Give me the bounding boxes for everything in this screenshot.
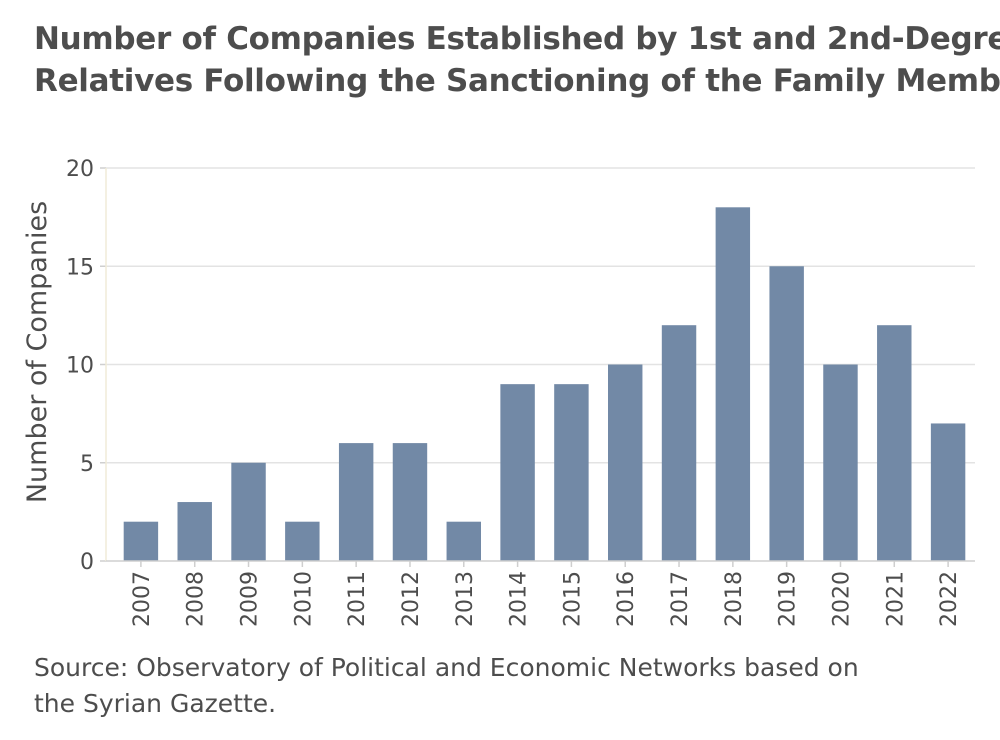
y-tick-label: 0 — [80, 550, 94, 575]
bar-2020 — [823, 364, 858, 561]
y-axis-title: Number of Companies — [22, 201, 53, 503]
x-tick-label: 2010 — [291, 571, 316, 627]
chart-title-line-2: Relatives Following the Sanctioning of t… — [34, 63, 1000, 99]
bar-2010 — [285, 521, 320, 561]
x-tick-label: 2011 — [345, 571, 370, 627]
bar-2009 — [231, 462, 266, 561]
y-tick-label: 10 — [66, 354, 94, 379]
x-tick-label: 2007 — [130, 571, 155, 627]
y-tick-label: 20 — [66, 157, 94, 182]
bar-2014 — [500, 384, 535, 561]
x-tick-label: 2022 — [937, 571, 962, 627]
x-tick-label: 2017 — [668, 571, 693, 627]
bar-2019 — [769, 266, 804, 561]
x-tick-label: 2015 — [560, 571, 585, 627]
chart-title-line-1: Number of Companies Established by 1st a… — [34, 21, 1000, 57]
axes: 0 5 10 15 20 2007 2008 2009 2010 2011 2012 2013 2014… — [66, 157, 975, 627]
x-tick-label: 2013 — [453, 571, 478, 627]
y-tick-label: 15 — [66, 255, 94, 280]
source-note: Source: Observatory of Political and Eco… — [34, 650, 974, 722]
x-tick-label: 2019 — [776, 571, 801, 627]
chart-title: Number of Companies Established by 1st a… — [34, 18, 1000, 102]
bar-2015 — [554, 384, 589, 561]
x-tick-label: 2018 — [722, 571, 747, 627]
y-tick-label: 5 — [80, 452, 94, 477]
source-line-2: the Syrian Gazette. — [34, 689, 277, 718]
x-tick-label: 2016 — [614, 571, 639, 627]
bar-2007 — [123, 521, 159, 561]
bar-2017 — [661, 325, 697, 561]
x-tick-label: 2008 — [184, 571, 209, 627]
x-tick-label: 2009 — [238, 571, 263, 627]
x-tick-label: 2014 — [507, 571, 532, 627]
x-tick-label: 2020 — [829, 571, 854, 627]
bar-2021 — [877, 325, 912, 561]
source-line-1: Source: Observatory of Political and Eco… — [34, 653, 859, 682]
bar-2018 — [715, 207, 751, 562]
x-tick-label: 2012 — [399, 571, 424, 627]
bar-2011 — [338, 443, 374, 561]
bars — [123, 207, 966, 562]
bar-2012 — [392, 443, 428, 561]
bar-2008 — [177, 502, 212, 561]
x-tick-label: 2021 — [883, 571, 908, 627]
bar-2013 — [446, 521, 481, 561]
bar-2022 — [930, 423, 966, 561]
bar-2016 — [608, 364, 643, 561]
